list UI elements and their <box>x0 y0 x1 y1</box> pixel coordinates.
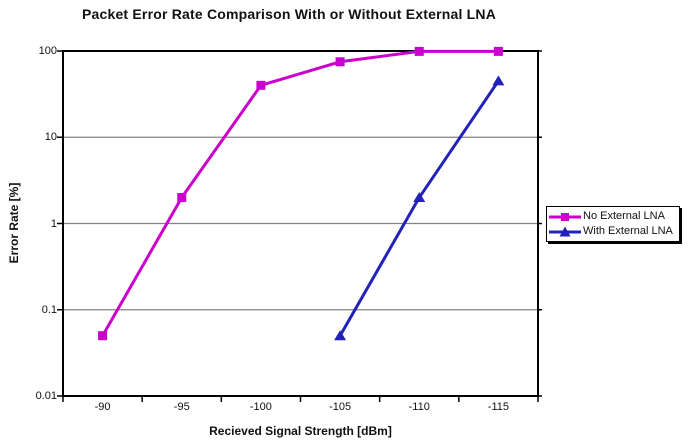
y-tick-label: 10 <box>44 131 57 144</box>
marker-square-no-external-lna <box>98 331 108 341</box>
x-tick-label: -115 <box>487 401 509 413</box>
legend-label: With External LNA <box>583 225 673 237</box>
chart-canvas <box>57 46 542 402</box>
x-tick-label: -90 <box>94 401 111 413</box>
series-line-no-external-lna <box>101 49 499 337</box>
marker-square-no-external-lna <box>335 57 345 67</box>
legend-label: No External LNA <box>583 210 665 222</box>
marker-square-no-external-lna <box>493 46 503 56</box>
x-tick-label: -100 <box>249 401 272 413</box>
marker-square-no-external-lna <box>177 193 187 203</box>
x-axis-title: Recieved Signal Strength [dBm] <box>209 424 392 438</box>
plot-area <box>57 46 542 402</box>
marker-triangle-with-external-lna <box>334 330 347 341</box>
marker-square-no-external-lna <box>256 80 266 90</box>
legend: No External LNA With External LNA <box>546 206 680 242</box>
x-tick-label: -95 <box>173 401 190 413</box>
y-tick-label: 0.1 <box>41 303 57 316</box>
y-tick-label: 1 <box>50 217 57 230</box>
marker-square-no-external-lna <box>414 46 424 56</box>
legend-entry: With External LNA <box>549 224 677 239</box>
x-tick-label: -105 <box>329 401 352 413</box>
legend-square-sample <box>549 212 581 221</box>
chart-title: Packet Error Rate Comparison With or Wit… <box>81 6 497 22</box>
legend-triangle-sample <box>549 226 581 236</box>
legend-entry: No External LNA <box>549 209 677 224</box>
x-tick-label: -110 <box>408 401 430 413</box>
y-tick-label: 100 <box>38 45 57 57</box>
marker-triangle-with-external-lna <box>492 75 505 86</box>
marker-triangle-with-external-lna <box>413 192 426 203</box>
y-tick-label: 0.01 <box>35 390 57 402</box>
series-line-with-external-lna <box>338 80 500 337</box>
